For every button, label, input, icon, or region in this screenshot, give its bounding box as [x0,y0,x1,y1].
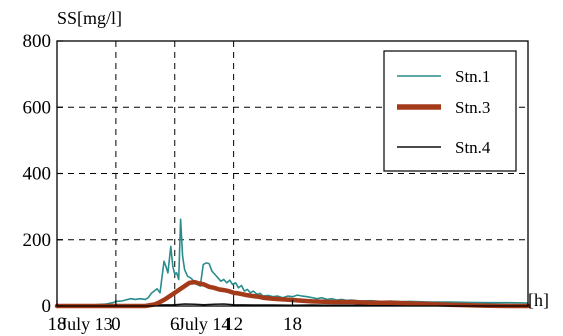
legend: Stn.1 Stn.3 Stn.4 [383,50,517,172]
x-date-label: July 13 [60,314,113,334]
legend-label: Stn.3 [455,98,490,117]
x-axis-label: [h] [528,290,549,310]
y-tick-label: 400 [23,164,52,185]
x-tick-label: 18 [283,314,302,335]
series-line-stn-1 [56,218,529,306]
y-tick-label: 200 [23,230,52,251]
legend-label: Stn.4 [455,138,491,157]
legend-label: Stn.1 [455,67,490,86]
y-tick-label: 800 [23,31,52,52]
y-tick-label: 0 [42,296,52,317]
series-line-stn-3 [54,279,531,309]
x-tick-label: 18 [48,314,67,335]
x-tick-label: 12 [224,314,243,335]
grid [57,41,528,306]
x-tick-label: 0 [111,314,121,335]
plot-series [54,218,531,309]
x-tick-label: 6 [170,314,180,335]
y-tick-label: 600 [23,97,52,118]
y-axis-label: SS[mg/l] [57,8,122,28]
legend-box [383,50,517,172]
x-date-label: July 14 [178,314,231,334]
